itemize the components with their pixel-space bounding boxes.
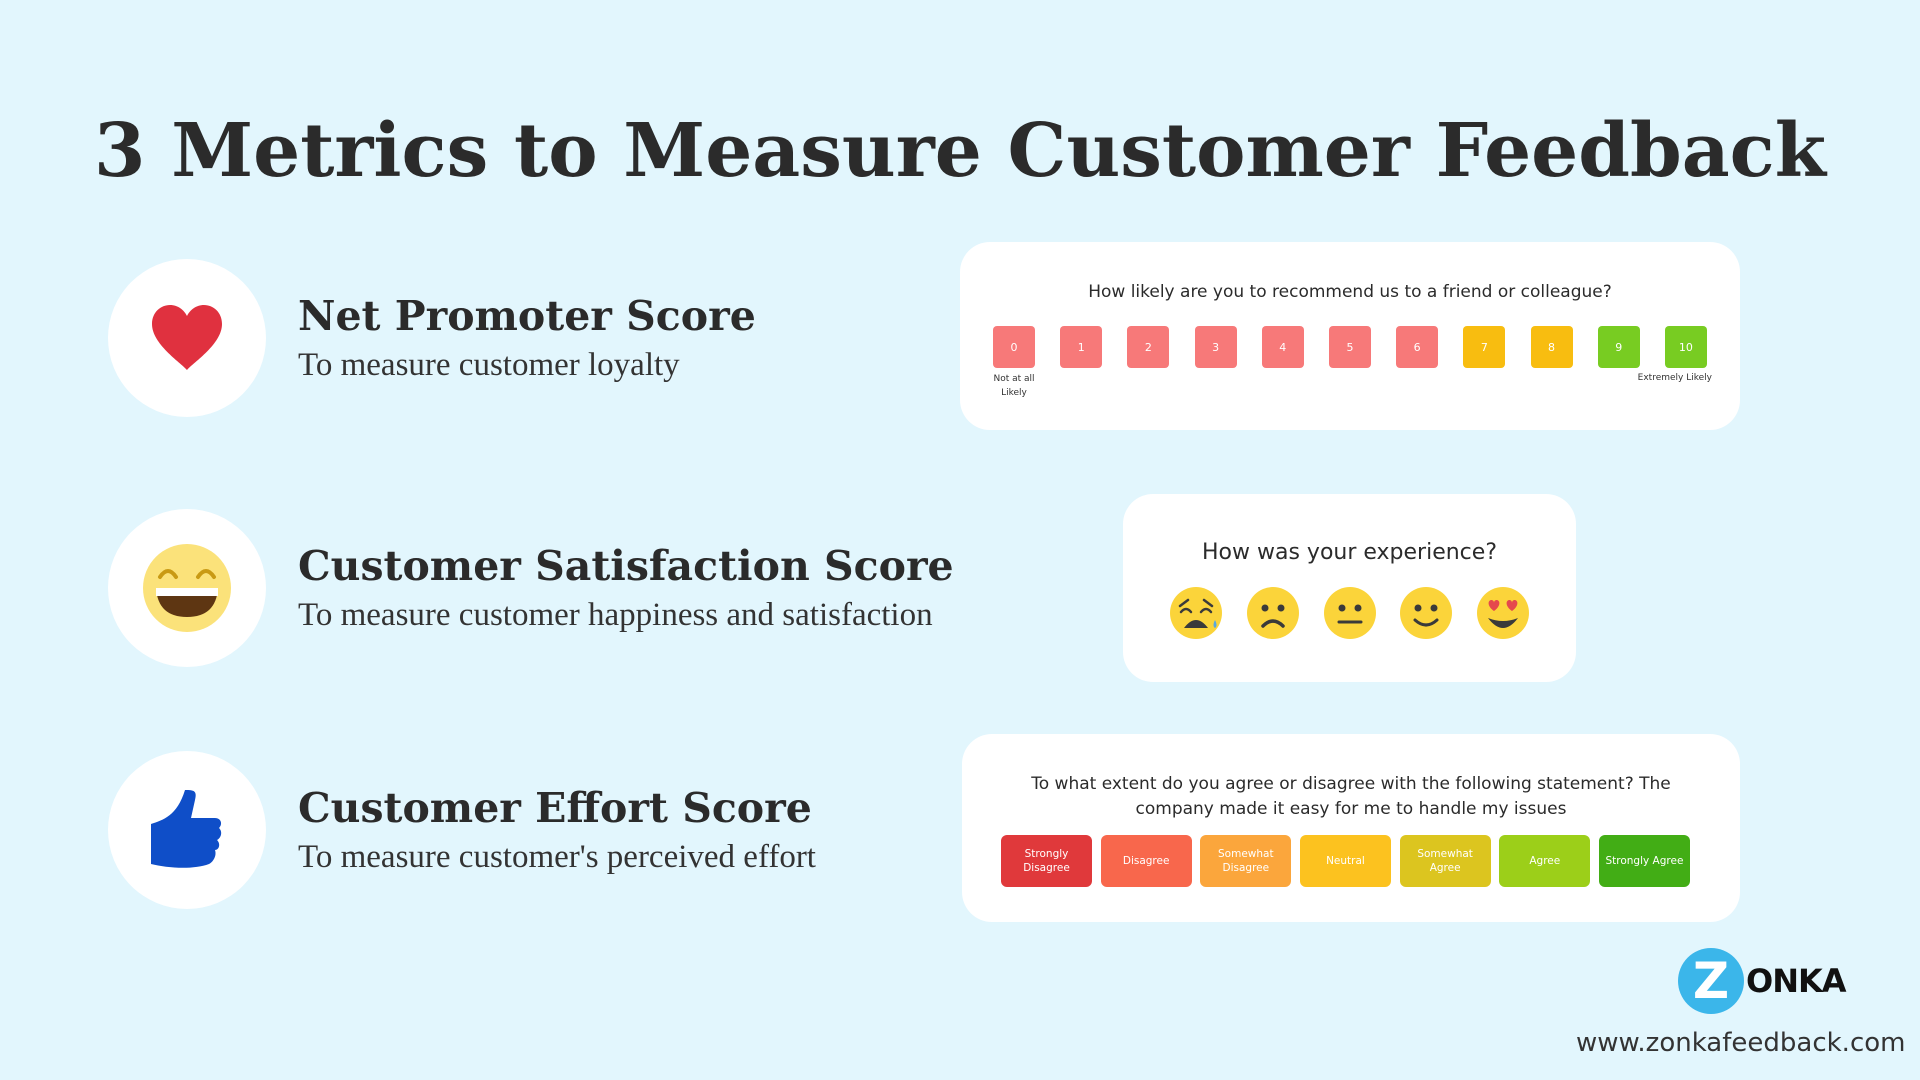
nps-option-3[interactable]: 3 [1194,326,1237,368]
ces-option-somewhat-agree[interactable]: Somewhat Agree [1399,835,1491,887]
zonka-logo: Z ONKA [1678,948,1847,1014]
nps-option-8[interactable]: 8 [1530,326,1573,368]
ces-option-agree[interactable]: Agree [1499,835,1591,887]
logo-wordmark: ONKA [1746,962,1847,1000]
nps-option-10[interactable]: 10 [1664,326,1707,368]
metric-csat: Customer Satisfaction Score To measure c… [108,508,954,668]
metric-name: Customer Effort Score [298,783,812,832]
metric-icon-circle [108,259,266,417]
metric-description: To measure customer's perceived effort [298,839,816,876]
nps-option-5[interactable]: 5 [1328,326,1371,368]
logo-initial: Z [1692,952,1730,1010]
ces-option-strongly-agree[interactable]: Strongly Agree [1598,835,1690,887]
thumbs-up-icon [151,790,222,868]
nps-question: How likely are you to recommend us to a … [1088,282,1612,302]
nps-option-6[interactable]: 6 [1396,326,1439,368]
metric-description: To measure customer loyalty [298,347,680,384]
metric-icon-circle [108,509,266,667]
nps-survey-card: How likely are you to recommend us to a … [960,242,1740,430]
ces-scale: Strongly Disagree Disagree Somewhat Disa… [1001,835,1690,887]
metric-name: Customer Satisfaction Score [298,541,954,590]
heart-eyes-face-icon[interactable] [1476,586,1530,640]
csat-question: How was your experience? [1202,540,1497,565]
nps-option-7[interactable]: 7 [1463,326,1506,368]
nps-option-4[interactable]: 4 [1261,326,1304,368]
frowning-face-icon[interactable] [1246,586,1300,640]
csat-survey-card: How was your experience? [1123,494,1576,682]
nps-scale: 0 1 2 3 4 5 6 7 8 9 10 [993,326,1707,368]
nps-option-1[interactable]: 1 [1060,326,1103,368]
nps-option-9[interactable]: 9 [1597,326,1640,368]
logo-circle: Z [1678,948,1744,1014]
heart-icon [152,305,222,370]
grinning-face-icon [143,544,231,632]
nps-option-0[interactable]: 0 [993,326,1035,368]
metric-icon-circle [108,751,266,909]
ces-option-somewhat-disagree[interactable]: Somewhat Disagree [1200,835,1292,887]
metric-nps: Net Promoter Score To measure customer l… [108,258,756,418]
ces-option-disagree[interactable]: Disagree [1100,835,1192,887]
nps-option-2[interactable]: 2 [1127,326,1170,368]
website-link[interactable]: www.zonkafeedback.com [1576,1028,1906,1058]
nps-low-label: Not at all Likely [993,374,1035,398]
slightly-smiling-face-icon[interactable] [1399,586,1453,640]
metric-description: To measure customer happiness and satisf… [298,597,933,634]
nps-high-label: Extremely Likely [1637,373,1712,383]
csat-emoji-scale [1169,586,1530,640]
ces-survey-card: To what extent do you agree or disagree … [962,734,1740,922]
metric-ces: Customer Effort Score To measure custome… [108,750,816,910]
ces-option-strongly-disagree[interactable]: Strongly Disagree [1001,835,1092,887]
neutral-face-icon[interactable] [1323,586,1377,640]
metric-name: Net Promoter Score [298,291,756,340]
ces-question: To what extent do you agree or disagree … [1031,774,1671,819]
page-title: 3 Metrics to Measure Customer Feedback [94,108,1826,194]
ces-option-neutral[interactable]: Neutral [1299,835,1391,887]
anguished-crying-face-icon[interactable] [1169,586,1223,640]
